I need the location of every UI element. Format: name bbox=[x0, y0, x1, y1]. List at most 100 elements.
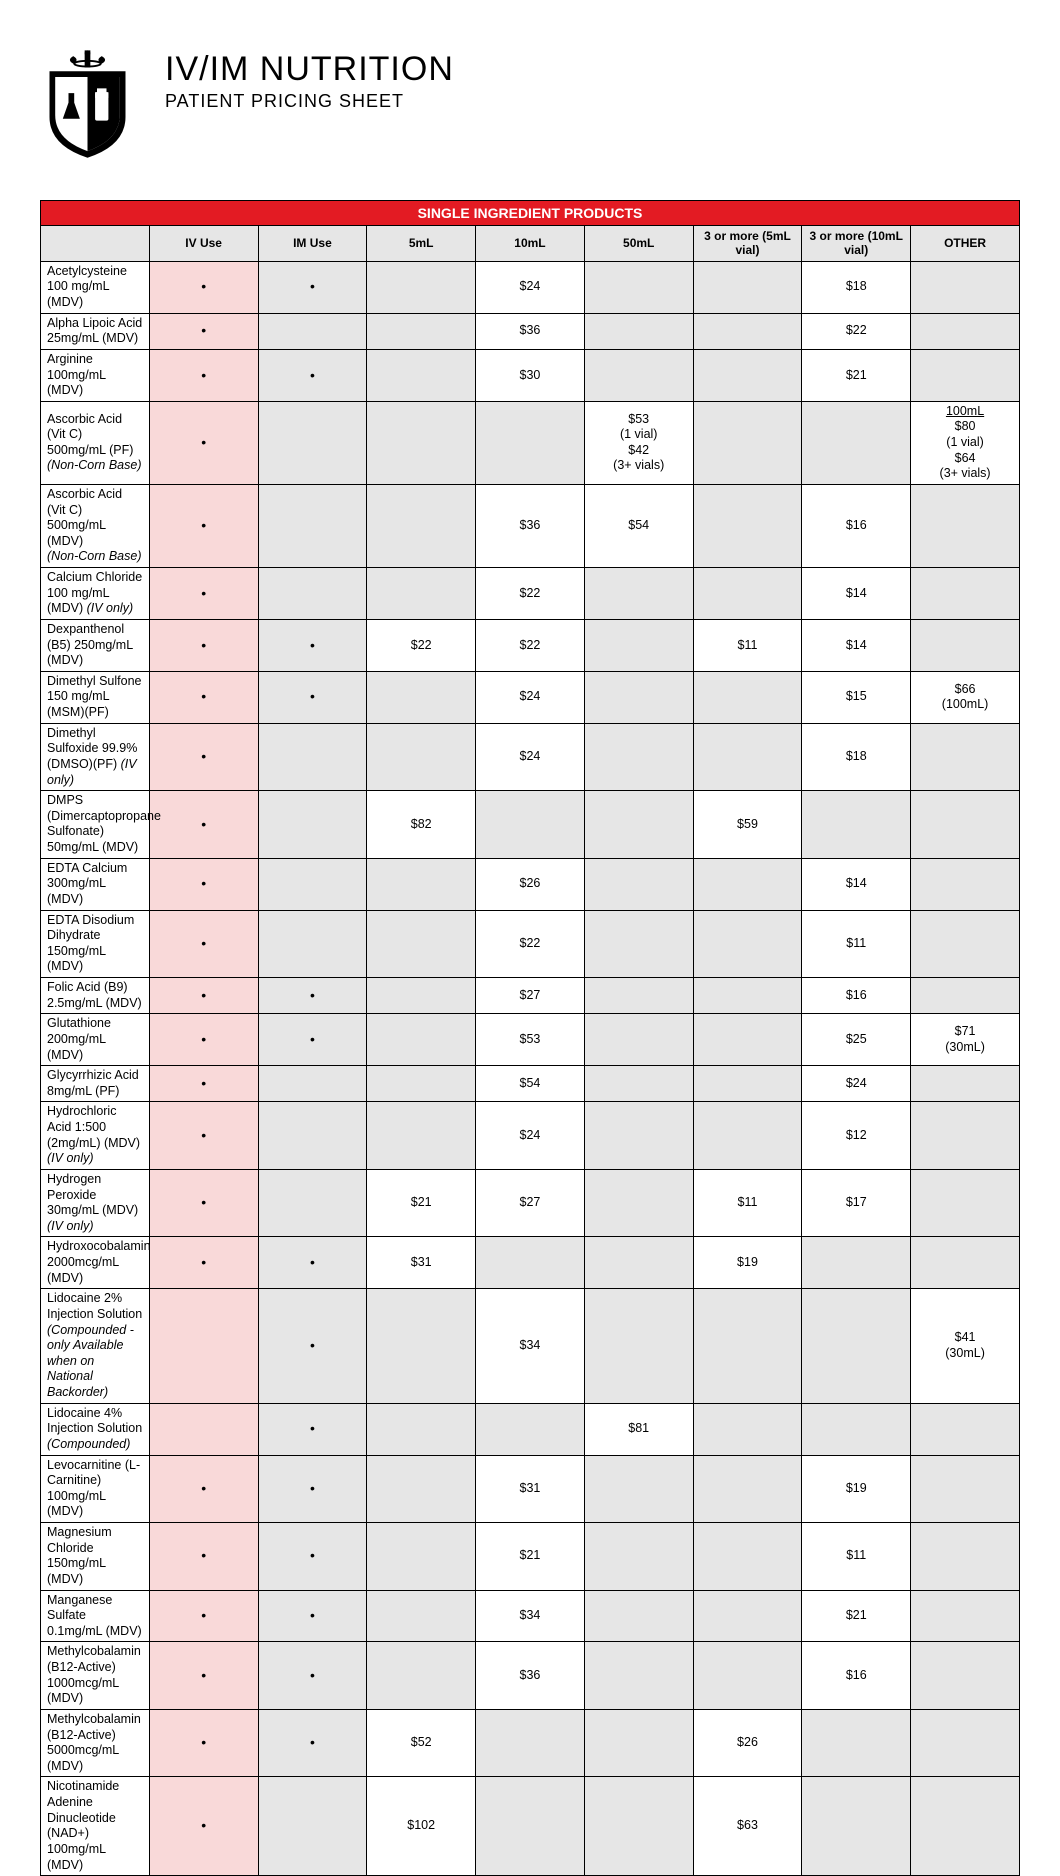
table-cell: $41(30mL) bbox=[911, 1289, 1020, 1403]
table-cell: • bbox=[149, 1169, 258, 1237]
table-cell: $24 bbox=[476, 671, 585, 723]
table-cell bbox=[584, 1066, 693, 1102]
table-cell: • bbox=[258, 1237, 367, 1289]
table-cell bbox=[802, 1237, 911, 1289]
table-cell bbox=[693, 484, 802, 567]
table-row: Methylcobalamin (B12-Active) 1000mcg/mL … bbox=[41, 1642, 1020, 1710]
table-cell: $31 bbox=[476, 1455, 585, 1523]
table-cell bbox=[693, 858, 802, 910]
document-header: IV/IM NUTRITION PATIENT PRICING SHEET bbox=[40, 50, 1020, 160]
table-cell: Methylcobalamin (B12-Active) 5000mcg/mL … bbox=[41, 1709, 150, 1777]
table-cell: • bbox=[149, 910, 258, 978]
table-cell bbox=[911, 484, 1020, 567]
table-cell bbox=[911, 723, 1020, 791]
table-cell bbox=[258, 401, 367, 484]
table-cell bbox=[584, 1777, 693, 1876]
table-cell: $54 bbox=[476, 1066, 585, 1102]
table-cell: $14 bbox=[802, 619, 911, 671]
col-header-name bbox=[41, 226, 150, 262]
table-cell: • bbox=[149, 671, 258, 723]
col-header-im: IM Use bbox=[258, 226, 367, 262]
table-cell: • bbox=[149, 349, 258, 401]
table-cell: $36 bbox=[476, 1642, 585, 1710]
table-cell bbox=[584, 791, 693, 859]
table-cell bbox=[367, 1455, 476, 1523]
table-cell: Methylcobalamin (B12-Active) 1000mcg/mL … bbox=[41, 1642, 150, 1710]
table-cell bbox=[911, 978, 1020, 1014]
table-cell: $34 bbox=[476, 1590, 585, 1642]
table-cell: $19 bbox=[693, 1237, 802, 1289]
table-cell bbox=[258, 313, 367, 349]
table-cell bbox=[693, 1289, 802, 1403]
table-cell bbox=[258, 484, 367, 567]
table-cell bbox=[367, 349, 476, 401]
table-cell: • bbox=[258, 1014, 367, 1066]
table-cell bbox=[367, 671, 476, 723]
table-cell bbox=[693, 349, 802, 401]
table-cell bbox=[584, 1014, 693, 1066]
table-cell: EDTA Calcium 300mg/mL (MDV) bbox=[41, 858, 150, 910]
table-cell bbox=[258, 1066, 367, 1102]
table-cell bbox=[584, 1455, 693, 1523]
table-cell bbox=[367, 261, 476, 313]
table-row: Glycyrrhizic Acid 8mg/mL (PF)•$54$24 bbox=[41, 1066, 1020, 1102]
table-cell: • bbox=[149, 1709, 258, 1777]
table-cell: • bbox=[149, 1777, 258, 1876]
table-cell: Hydrogen Peroxide 30mg/mL (MDV) (IV only… bbox=[41, 1169, 150, 1237]
col-header-50ml: 50mL bbox=[584, 226, 693, 262]
table-cell: $11 bbox=[802, 910, 911, 978]
table-cell: 100mL$80(1 vial)$64(3+ vials) bbox=[911, 401, 1020, 484]
table-cell bbox=[693, 401, 802, 484]
table-cell: • bbox=[149, 401, 258, 484]
table-cell: $59 bbox=[693, 791, 802, 859]
table-row: Ascorbic Acid (Vit C) 500mg/mL (PF)(Non-… bbox=[41, 401, 1020, 484]
table-cell: • bbox=[149, 1066, 258, 1102]
pricing-table: SINGLE INGREDIENT PRODUCTS IV Use IM Use… bbox=[40, 200, 1020, 1876]
table-cell: $63 bbox=[693, 1777, 802, 1876]
table-cell: Calcium Chloride 100 mg/mL (MDV) (IV onl… bbox=[41, 568, 150, 620]
table-cell bbox=[911, 1709, 1020, 1777]
table-row: Methylcobalamin (B12-Active) 5000mcg/mL … bbox=[41, 1709, 1020, 1777]
table-cell: $22 bbox=[476, 619, 585, 671]
col-header-3more-10ml: 3 or more (10mL vial) bbox=[802, 226, 911, 262]
page-title: IV/IM NUTRITION bbox=[165, 50, 454, 89]
table-cell bbox=[584, 349, 693, 401]
table-cell: Glutathione 200mg/mL (MDV) bbox=[41, 1014, 150, 1066]
crest-logo bbox=[40, 50, 135, 160]
table-cell bbox=[367, 1403, 476, 1455]
section-header-row: SINGLE INGREDIENT PRODUCTS bbox=[41, 201, 1020, 226]
table-cell bbox=[911, 910, 1020, 978]
table-cell bbox=[911, 261, 1020, 313]
table-cell bbox=[258, 858, 367, 910]
table-cell bbox=[367, 1523, 476, 1591]
table-cell bbox=[911, 1102, 1020, 1170]
table-cell bbox=[258, 1169, 367, 1237]
table-cell: $26 bbox=[476, 858, 585, 910]
table-row: Manganese Sulfate 0.1mg/mL (MDV)••$34$21 bbox=[41, 1590, 1020, 1642]
table-cell: $24 bbox=[476, 261, 585, 313]
table-cell bbox=[693, 978, 802, 1014]
table-cell bbox=[693, 1403, 802, 1455]
table-cell bbox=[476, 1709, 585, 1777]
table-row: Nicotinamide Adenine Dinucleotide (NAD+)… bbox=[41, 1777, 1020, 1876]
table-cell bbox=[693, 1642, 802, 1710]
table-cell bbox=[911, 619, 1020, 671]
table-cell bbox=[258, 791, 367, 859]
table-cell: Dimethyl Sulfone 150 mg/mL (MSM)(PF) bbox=[41, 671, 150, 723]
table-cell: $14 bbox=[802, 858, 911, 910]
table-cell: $11 bbox=[693, 619, 802, 671]
table-cell bbox=[584, 910, 693, 978]
table-cell: $53(1 vial)$42(3+ vials) bbox=[584, 401, 693, 484]
table-cell: Nicotinamide Adenine Dinucleotide (NAD+)… bbox=[41, 1777, 150, 1876]
table-cell bbox=[802, 401, 911, 484]
table-cell: • bbox=[149, 1237, 258, 1289]
table-row: Hydroxocobalamin 2000mcg/mL (MDV)••$31$1… bbox=[41, 1237, 1020, 1289]
table-row: EDTA Disodium Dihydrate 150mg/mL (MDV)•$… bbox=[41, 910, 1020, 978]
table-cell: $18 bbox=[802, 723, 911, 791]
table-cell: $18 bbox=[802, 261, 911, 313]
table-cell: Alpha Lipoic Acid 25mg/mL (MDV) bbox=[41, 313, 150, 349]
table-cell bbox=[693, 1590, 802, 1642]
table-cell: $22 bbox=[476, 910, 585, 978]
table-cell: $22 bbox=[367, 619, 476, 671]
table-cell: $27 bbox=[476, 1169, 585, 1237]
